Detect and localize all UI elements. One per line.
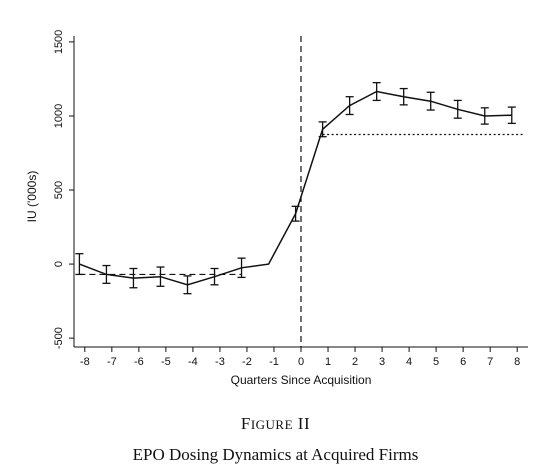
- chart: -500 0 500 1000 1500 -8 -7 -6 -5 -4 -3 -2 -1 0 1 2 3 4 5 6 7…: [25, 30, 528, 387]
- y-tick-label: 0: [53, 261, 65, 267]
- y-tick-label: 1500: [53, 30, 65, 54]
- figure-title: EPO Dosing Dynamics at Acquired Firms: [132, 445, 419, 464]
- figure-label-number: II: [293, 414, 311, 433]
- x-tick-label: 1: [325, 356, 331, 368]
- y-axis-title: IU ('000s): [25, 171, 39, 223]
- x-tick-label: -3: [215, 356, 225, 368]
- y-tick-label: 500: [53, 181, 65, 199]
- dosing-series-line: [79, 90, 512, 286]
- x-tick-label: -7: [107, 356, 117, 368]
- x-tick-label: -5: [161, 356, 171, 368]
- x-tick-label: 6: [460, 356, 466, 368]
- x-tick-label: 3: [379, 356, 385, 368]
- x-tick-label: 5: [433, 356, 439, 368]
- x-tick-label: -4: [188, 356, 198, 368]
- x-tick-label: 8: [514, 356, 520, 368]
- x-tick-label: -1: [269, 356, 279, 368]
- x-tick-label: 2: [352, 356, 358, 368]
- x-tick-label: 4: [406, 356, 412, 368]
- x-tick-label: -8: [80, 356, 90, 368]
- x-tick-label: 7: [487, 356, 493, 368]
- figure-label-initial: F: [240, 414, 251, 433]
- y-tick-label: -500: [53, 327, 65, 349]
- figure-label-rest: IGURE: [250, 417, 294, 432]
- x-tick-label: -2: [242, 356, 252, 368]
- x-tick-label: 0: [298, 356, 304, 368]
- y-tick-label: 1000: [53, 104, 65, 128]
- x-axis-title: Quarters Since Acquisition: [231, 373, 372, 387]
- figure-label: FIGURE II: [0, 414, 551, 434]
- x-tick-label: -6: [134, 356, 144, 368]
